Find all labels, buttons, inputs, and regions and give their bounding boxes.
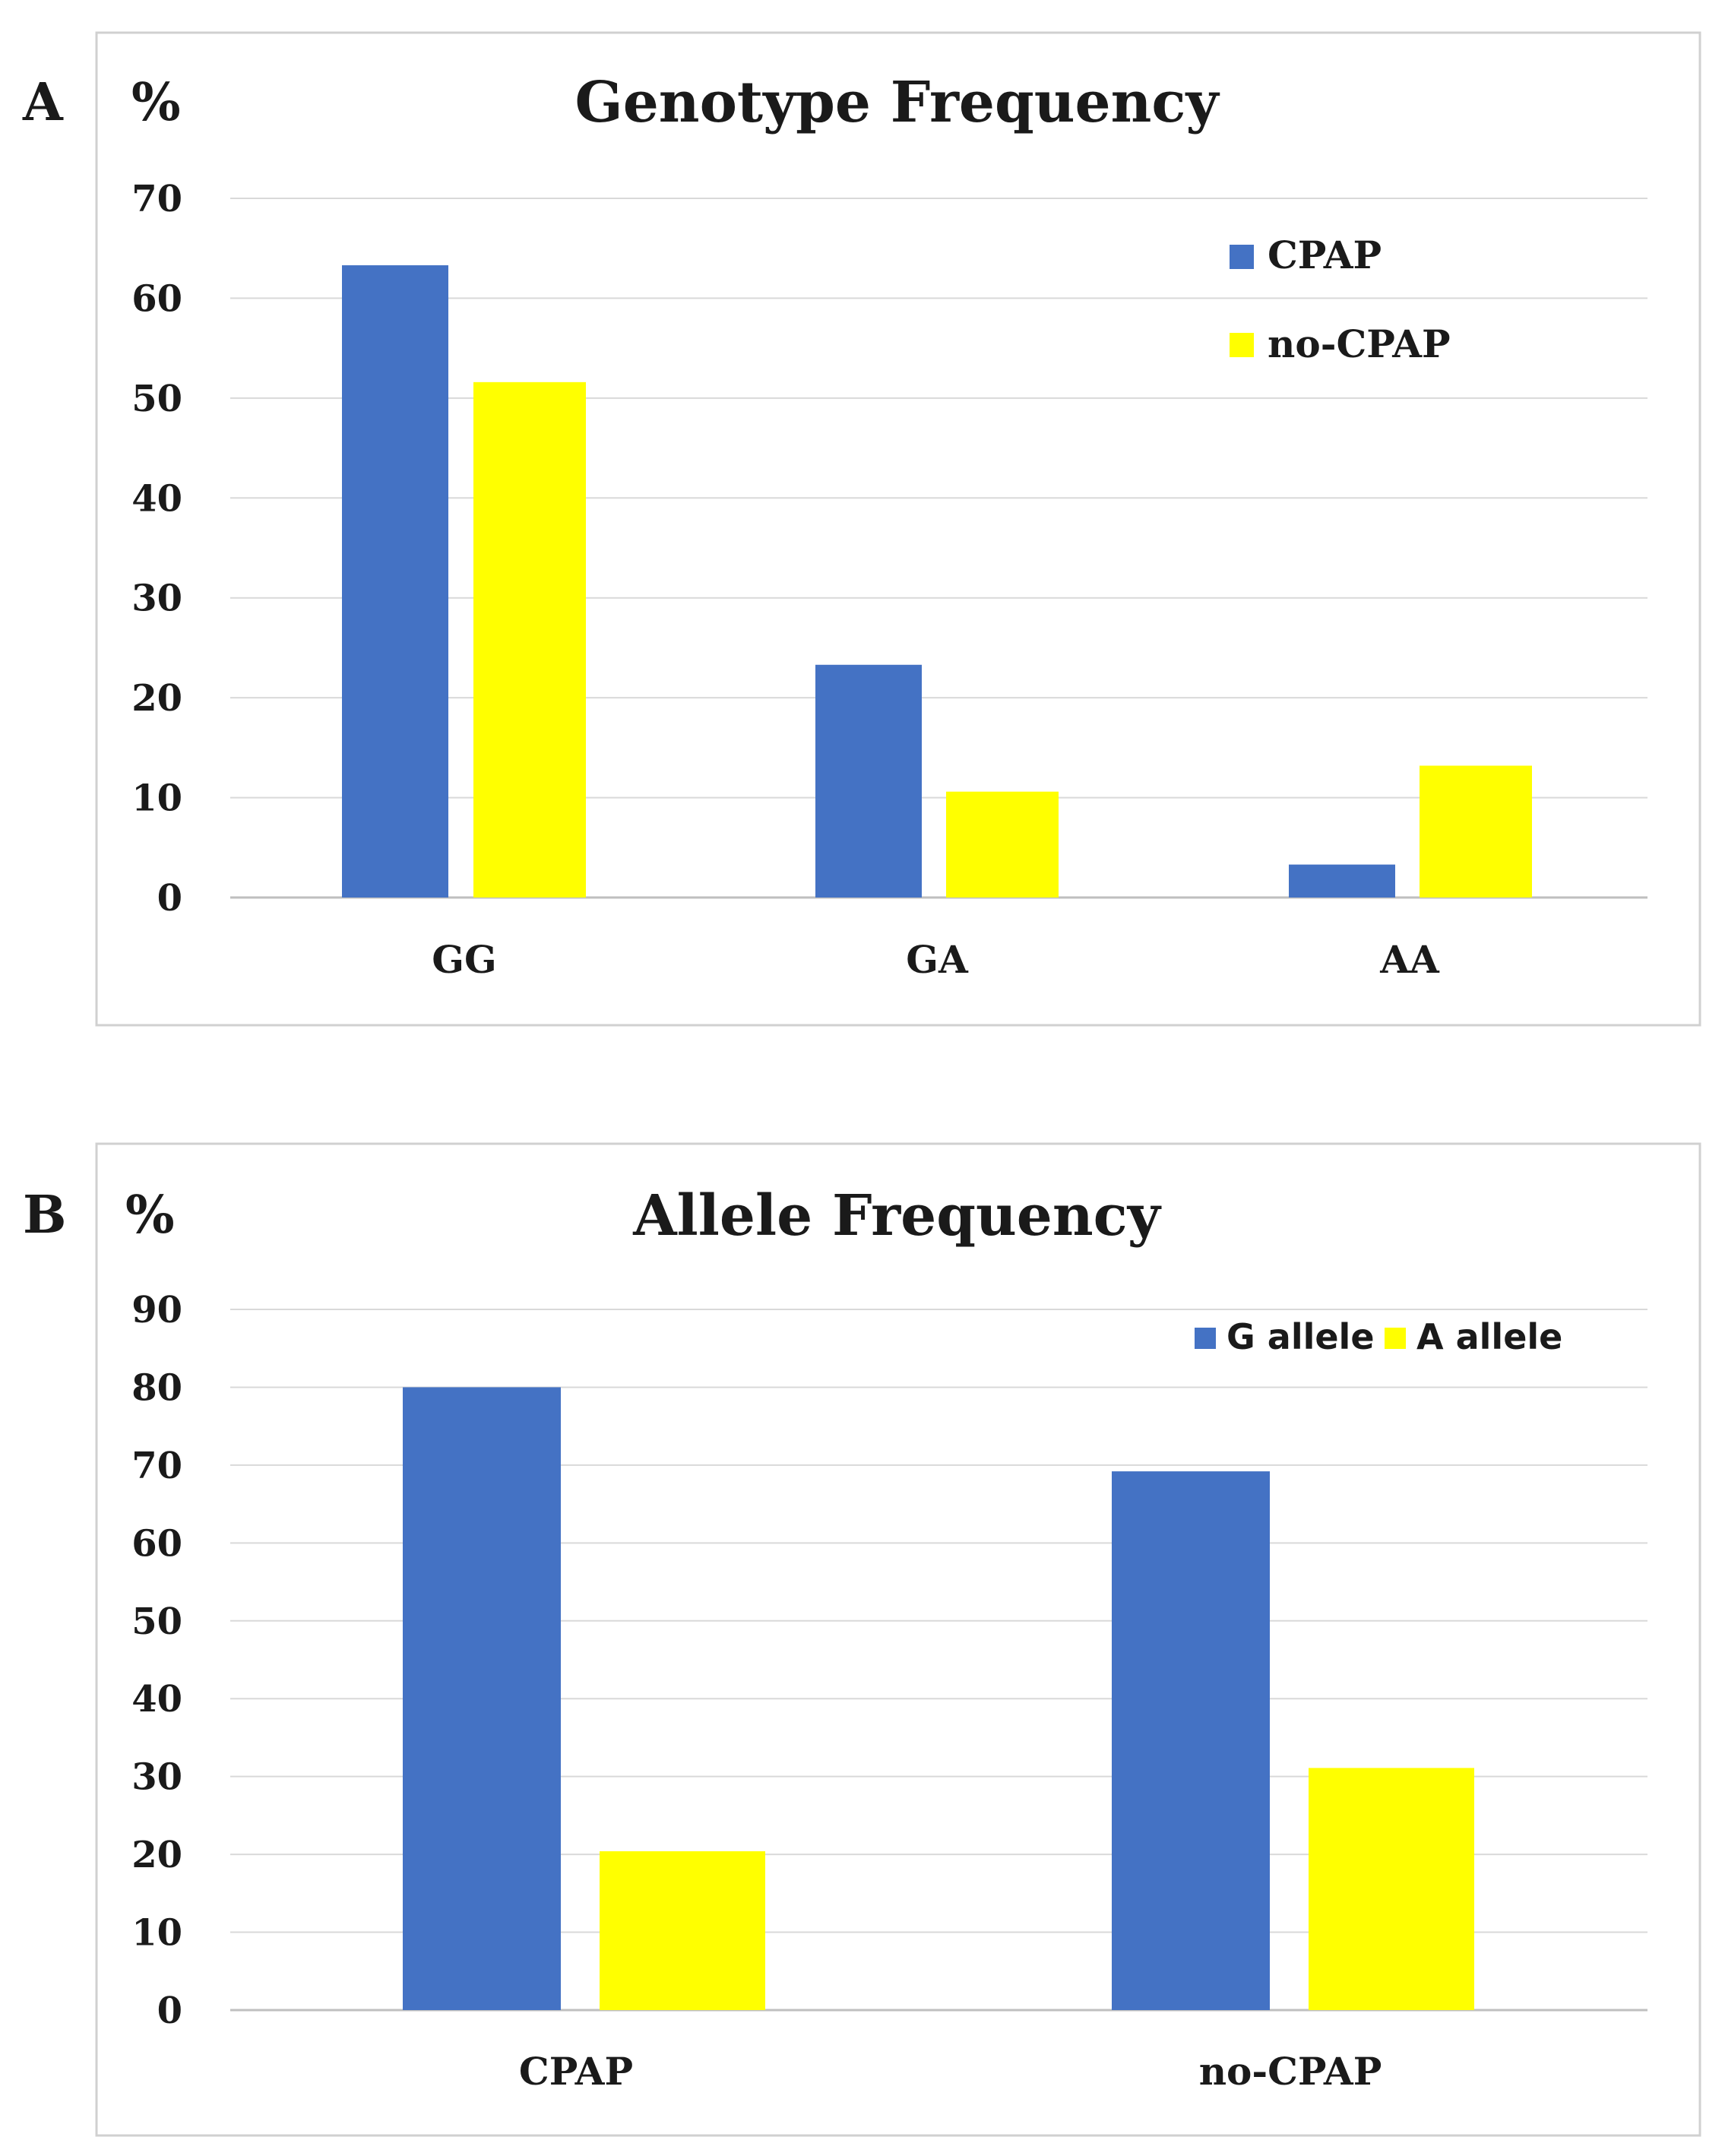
panel-a-y-tick-label-10: 10 — [131, 777, 182, 820]
legend-label-g-allele: G allele — [1226, 1316, 1375, 1357]
panel-a-y-tick-label-20: 20 — [131, 677, 182, 720]
x-tick-label-gg: GG — [432, 937, 496, 982]
panel-a: A % Genotype Frequency 0 10 20 30 40 50 60 70 G… — [22, 31, 1701, 1027]
panel-b-legend: G allele A allele — [1195, 1316, 1562, 1357]
panel-b-y-tick-label-0: 0 — [157, 1990, 182, 2032]
panel-b-y-tick-label-70: 70 — [131, 1445, 182, 1487]
legend-swatch-g-allele — [1195, 1328, 1216, 1349]
panel-b-y-tick-label-90: 90 — [131, 1289, 182, 1331]
panel-a-unit-label: % — [131, 72, 181, 133]
panel-a-label: A — [22, 72, 64, 133]
x-tick-label-ga: GA — [906, 937, 969, 982]
panel-b-bar-a-allele-no-cpap — [1309, 1768, 1474, 2010]
panel-b-y-tick-label-20: 20 — [131, 1834, 182, 1876]
panel-a-y-tick-label-60: 60 — [131, 277, 182, 320]
panel-a-bar-cpap-ga — [815, 664, 922, 898]
x-tick-label-cpap: CPAP — [519, 2049, 633, 2094]
legend-swatch-cpap — [1230, 245, 1254, 269]
panel-a-bars — [342, 265, 1532, 898]
panel-a-bar-no-cpap-gg — [473, 381, 586, 898]
panel-a-bar-no-cpap-ga — [946, 791, 1059, 898]
panel-a-y-tick-label-40: 40 — [131, 477, 182, 520]
x-tick-label-no-cpap: no-CPAP — [1199, 2049, 1382, 2094]
panel-a-y-tick-label-30: 30 — [131, 578, 182, 620]
panel-b-bars — [403, 1387, 1474, 2010]
panel-b-y-tick-label-10: 10 — [131, 1912, 182, 1955]
legend-swatch-a-allele — [1385, 1328, 1406, 1349]
legend-swatch-no-cpap — [1230, 333, 1254, 357]
panel-b-label: B — [23, 1185, 66, 1246]
panel-a-y-tick-label-70: 70 — [131, 178, 182, 220]
panel-b-y-tick-label-50: 50 — [131, 1600, 182, 1643]
panel-b-y-ticks: 0 10 20 30 40 50 60 70 80 90 — [131, 1289, 182, 2032]
panel-a-y-tick-label-0: 0 — [157, 877, 182, 920]
panel-b-bar-g-allele-cpap — [403, 1387, 561, 2010]
panel-a-gridlines — [230, 198, 1647, 899]
panel-b-y-tick-label-30: 30 — [131, 1756, 182, 1799]
panel-b-y-tick-label-60: 60 — [131, 1522, 182, 1565]
legend-label-cpap: CPAP — [1268, 233, 1382, 277]
x-tick-label-aa: AA — [1379, 937, 1440, 982]
panel-b: B % Allele Frequency 0 10 20 30 40 50 60 70 80 90… — [23, 1142, 1701, 2137]
panel-b-unit-label: % — [125, 1185, 175, 1246]
panel-b-title: Allele Frequency — [632, 1183, 1161, 1249]
panel-a-bar-cpap-gg — [342, 265, 448, 898]
panel-a-bar-cpap-aa — [1289, 864, 1395, 898]
panel-a-y-ticks: 0 10 20 30 40 50 60 70 — [131, 178, 182, 920]
panel-a-y-tick-label-50: 50 — [131, 378, 182, 420]
panel-a-bar-no-cpap-aa — [1420, 765, 1532, 898]
legend-label-no-cpap: no-CPAP — [1268, 321, 1451, 366]
panel-b-y-tick-label-40: 40 — [131, 1678, 182, 1721]
panel-b-y-tick-label-80: 80 — [131, 1366, 182, 1409]
legend-label-a-allele: A allele — [1416, 1316, 1562, 1357]
panel-a-legend: CPAP no-CPAP — [1230, 233, 1451, 366]
panel-a-title: Genotype Frequency — [575, 70, 1220, 135]
panel-b-bar-g-allele-no-cpap — [1112, 1471, 1270, 2010]
panel-b-bar-a-allele-cpap — [600, 1851, 765, 2010]
panel-a-x-tick-labels: GG GA AA — [432, 937, 1440, 982]
panel-b-x-tick-labels: CPAP no-CPAP — [519, 2049, 1382, 2094]
